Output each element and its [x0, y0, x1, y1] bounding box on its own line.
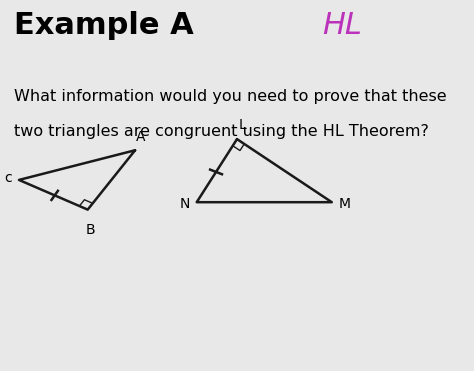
Text: What information would you need to prove that these: What information would you need to prove…	[14, 89, 447, 104]
Text: A: A	[136, 129, 146, 144]
Text: B: B	[85, 223, 95, 237]
Text: L: L	[239, 118, 246, 132]
Text: M: M	[339, 197, 351, 211]
Text: Example A: Example A	[14, 11, 194, 40]
Text: two triangles are congruent using the HL Theorem?: two triangles are congruent using the HL…	[14, 124, 429, 139]
Text: N: N	[179, 197, 190, 211]
Text: c: c	[4, 171, 12, 185]
Text: HL: HL	[322, 11, 362, 40]
